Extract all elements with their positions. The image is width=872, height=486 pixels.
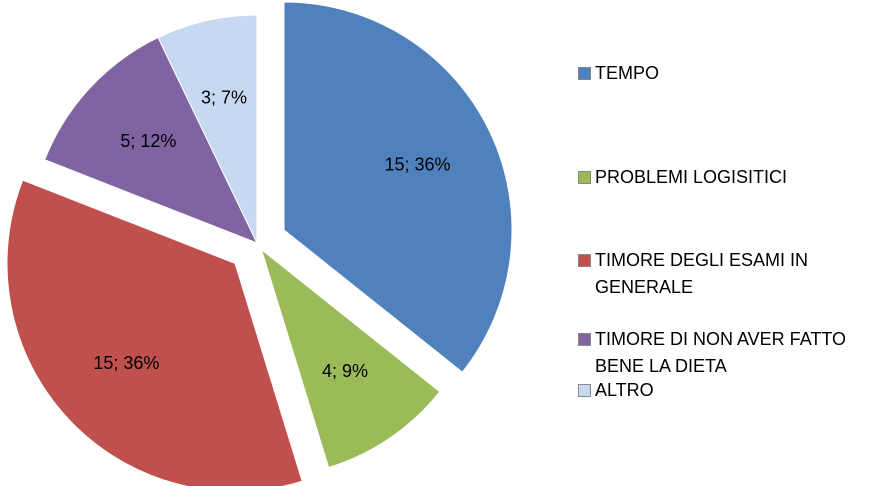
legend-swatch (578, 254, 591, 267)
legend-swatch (578, 171, 591, 184)
pie-area: 15; 36% 4; 9% 15; 36% 5; 12% 3; 7% (6, 1, 513, 486)
legend-label: TIMORE DI NON AVER FATTO BENE LA DIETA (595, 329, 847, 376)
pie-slice (283, 1, 513, 373)
legend-entry: PROBLEMI LOGISITICI (578, 164, 872, 191)
pie-slice (157, 14, 258, 244)
legend-label: TEMPO (595, 63, 660, 83)
legend-entry: TIMORE DEGLI ESAMI IN GENERALE (578, 247, 872, 301)
pie-slice (260, 248, 441, 469)
legend-entry: ALTRO (578, 377, 872, 404)
data-label: 5; 12% (120, 131, 176, 151)
legend-label: PROBLEMI LOGISITICI (595, 167, 788, 187)
legend-label: ALTRO (595, 380, 654, 400)
legend-entry: TEMPO (578, 60, 872, 87)
pie-slice (44, 36, 259, 244)
legend-entry: TIMORE DI NON AVER FATTO BENE LA DIETA (578, 326, 872, 380)
data-label: 15; 36% (93, 353, 159, 373)
data-label: 3; 7% (201, 87, 247, 107)
data-label: 15; 36% (385, 154, 451, 174)
pie-slice (6, 179, 303, 486)
legend-swatch (578, 384, 591, 397)
legend-swatch (578, 333, 591, 346)
data-label: 4; 9% (322, 361, 368, 381)
legend-swatch (578, 67, 591, 80)
legend-label: TIMORE DEGLI ESAMI IN GENERALE (595, 250, 809, 297)
